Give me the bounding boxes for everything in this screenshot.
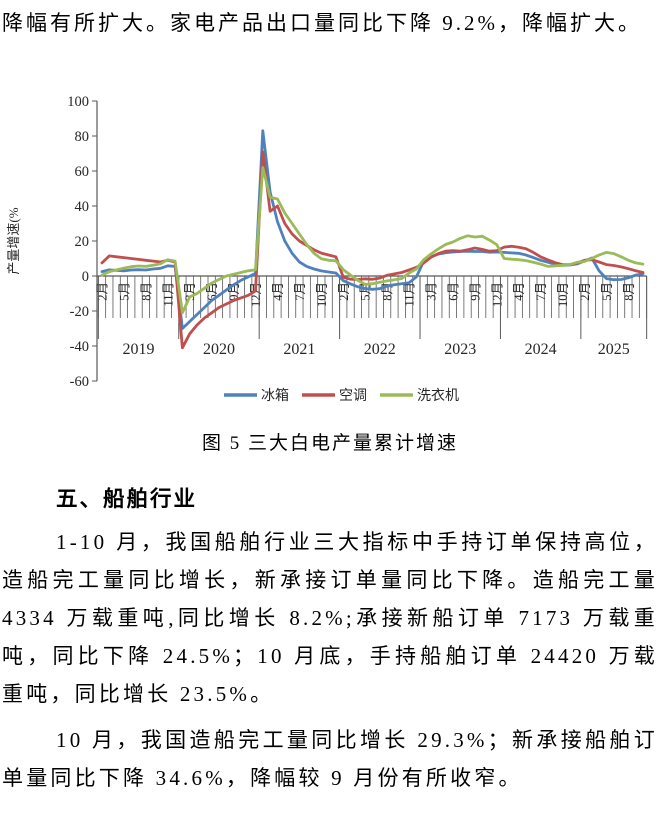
- svg-text:冰箱: 冰箱: [261, 388, 289, 404]
- svg-text:3月: 3月: [424, 282, 438, 301]
- svg-text:2月: 2月: [578, 282, 592, 301]
- svg-text:空调: 空调: [339, 388, 367, 404]
- svg-text:9月: 9月: [468, 282, 482, 301]
- svg-text:20: 20: [75, 234, 90, 250]
- svg-text:11月: 11月: [161, 282, 175, 307]
- svg-text:产量增速(%: 产量增速(%: [6, 207, 21, 274]
- svg-text:12月: 12月: [490, 282, 504, 307]
- svg-text:-60: -60: [70, 374, 89, 390]
- svg-text:7月: 7月: [293, 282, 307, 301]
- svg-text:2月: 2月: [96, 282, 110, 301]
- svg-text:10月: 10月: [315, 282, 329, 307]
- white-goods-output-growth-line-chart: -60 -40 -20 0 20 40 60 80 100 2月 5月 8月 11月 3月 6月 9月 12月 4…: [6, 94, 648, 404]
- svg-text:2021: 2021: [283, 341, 315, 358]
- svg-text:8月: 8月: [622, 282, 636, 301]
- svg-text:0: 0: [82, 269, 89, 285]
- svg-text:2020: 2020: [203, 341, 235, 358]
- svg-text:80: 80: [75, 129, 90, 145]
- intro-paragraph: 降幅有所扩大。家电产品出口量同比下降 9.2%，降幅扩大。: [2, 11, 642, 35]
- svg-text:40: 40: [75, 199, 90, 215]
- svg-text:2023: 2023: [444, 341, 476, 358]
- svg-text:洗衣机: 洗衣机: [417, 388, 459, 404]
- svg-text:5月: 5月: [600, 282, 614, 301]
- svg-text:7月: 7月: [534, 282, 548, 301]
- svg-text:10月: 10月: [556, 282, 570, 307]
- body-paragraph-2: 10 月，我国造船完工量同比增长 29.3%；新承接船舶订单量同比下降 34.6…: [2, 728, 658, 790]
- document-content: 降幅有所扩大。家电产品出口量同比下降 9.2%，降幅扩大。 -60 -40 -20 0…: [2, 11, 658, 790]
- body-paragraph-1: 1-10 月，我国船舶行业三大指标中手持订单保持高位，造船完工量同比增长，新承接…: [2, 530, 658, 706]
- svg-text:2022: 2022: [364, 341, 396, 358]
- svg-text:100: 100: [67, 94, 89, 110]
- svg-text:5月: 5月: [117, 282, 131, 301]
- svg-text:2024: 2024: [525, 341, 557, 358]
- svg-text:2019: 2019: [123, 341, 155, 358]
- svg-text:2月: 2月: [337, 282, 351, 301]
- figure-caption: 图 5 三大白电产量累计增速: [201, 433, 458, 454]
- svg-text:-40: -40: [70, 339, 89, 355]
- svg-text:4月: 4月: [271, 282, 285, 301]
- svg-text:8月: 8月: [139, 282, 153, 301]
- svg-text:-20: -20: [70, 304, 89, 320]
- svg-text:2025: 2025: [598, 341, 630, 358]
- svg-text:60: 60: [75, 164, 90, 180]
- svg-text:4月: 4月: [512, 282, 526, 301]
- svg-text:11月: 11月: [403, 282, 417, 307]
- section-heading-shipbuilding: 五、船舶行业: [56, 487, 198, 511]
- figure-5: -60 -40 -20 0 20 40 60 80 100 2月 5月 8月 11月 3月 6月 9月 12月 4…: [2, 83, 658, 459]
- svg-text:6月: 6月: [446, 282, 460, 301]
